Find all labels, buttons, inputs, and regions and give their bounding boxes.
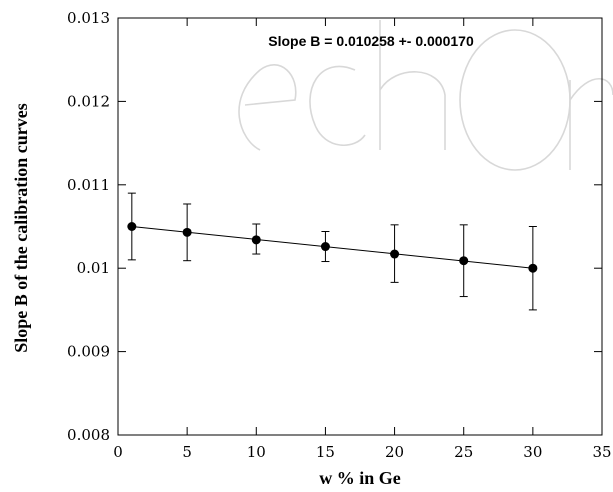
x-axis-title: w % in Ge <box>319 468 401 488</box>
x-tick-label: 20 <box>385 443 404 461</box>
y-tick-label: 0.009 <box>67 343 110 361</box>
data-point <box>251 235 261 245</box>
x-tick-label: 10 <box>247 443 266 461</box>
data-point <box>127 222 137 231</box>
x-tick-label: 35 <box>592 443 611 461</box>
data-point <box>182 227 192 237</box>
slope-annotation: Slope B = 0.010258 +- 0.000170 <box>268 33 474 49</box>
x-tick-label: 15 <box>316 443 335 461</box>
y-tick-label: 0.011 <box>67 176 110 194</box>
y-axis-title: Slope B of the calibration curves <box>11 103 31 353</box>
plot-border <box>117 17 603 436</box>
x-tick-label: 30 <box>523 443 542 461</box>
plot-frame <box>117 17 603 436</box>
watermark-logo <box>238 20 613 171</box>
y-tick-label: 0.01 <box>77 259 110 277</box>
x-tick-label: 5 <box>182 443 192 461</box>
y-tick-label: 0.012 <box>67 92 110 110</box>
data-point <box>390 249 400 259</box>
y-axis: 0.008 0.009 0.01 0.011 0.012 0.013 <box>67 9 602 444</box>
x-axis: 0 5 10 15 20 25 30 35 <box>113 18 612 461</box>
data-point <box>459 256 469 266</box>
data-point <box>528 263 538 273</box>
x-tick-label: 0 <box>113 443 123 461</box>
data-series <box>127 192 538 311</box>
fit-line <box>131 226 533 269</box>
y-tick-label: 0.013 <box>67 9 110 27</box>
y-tick-label: 0.008 <box>67 426 110 444</box>
x-tick-label: 25 <box>454 443 473 461</box>
data-point <box>320 242 330 252</box>
